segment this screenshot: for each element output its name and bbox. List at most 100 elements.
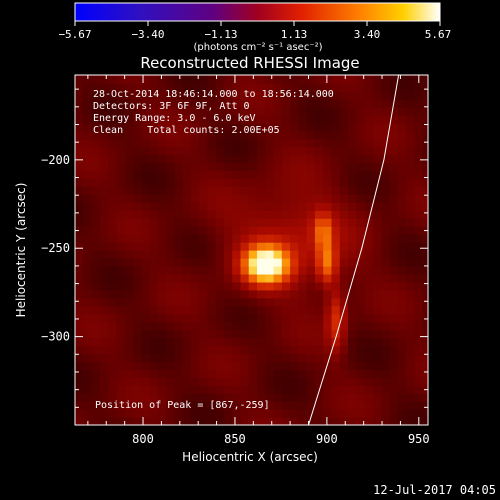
heatmap-pixel: [215, 369, 225, 378]
heatmap-pixel: [232, 90, 242, 100]
heatmap-pixel: [248, 83, 258, 92]
heatmap-pixel: [240, 417, 250, 425]
heatmap-pixel: [389, 393, 399, 402]
heatmap-pixel: [298, 417, 308, 425]
heatmap-pixel: [281, 98, 291, 108]
heatmap-pixel: [75, 345, 84, 355]
heatmap-pixel: [298, 242, 308, 251]
heatmap-pixel: [422, 114, 428, 124]
heatmap-pixel: [348, 337, 357, 347]
heatmap-pixel: [141, 130, 151, 140]
heatmap-pixel: [182, 218, 192, 227]
heatmap-pixel: [75, 305, 84, 315]
heatmap-pixel: [141, 138, 151, 148]
heatmap-pixel: [232, 210, 242, 219]
heatmap-pixel: [298, 289, 308, 299]
heatmap-pixel: [207, 250, 217, 259]
axis-ticks: [75, 75, 428, 425]
heatmap-pixel: [397, 409, 407, 418]
heatmap-pixel: [108, 98, 117, 108]
heatmap-pixel: [364, 83, 374, 92]
heatmap-pixel: [290, 178, 299, 187]
heatmap-pixel: [99, 114, 109, 124]
heatmap-pixel: [314, 321, 324, 331]
heatmap-pixel: [83, 393, 93, 402]
heatmap-pixel: [207, 305, 217, 315]
heatmap-pixel: [223, 146, 233, 156]
heatmap-pixel: [157, 273, 167, 283]
heatmap-pixel: [215, 313, 225, 323]
heatmap-pixel: [223, 329, 233, 339]
heatmap-pixel: [174, 98, 184, 108]
heatmap-pixel: [273, 138, 283, 148]
heatmap-pixel: [190, 417, 200, 425]
heatmap-pixel: [99, 273, 109, 283]
heatmap-pixel: [83, 273, 93, 283]
heatmap-pixel: [306, 98, 316, 108]
heatmap-pixel: [157, 313, 167, 323]
heatmap-pixel: [166, 106, 175, 116]
heatmap-pixel: [215, 178, 225, 187]
heatmap-pixel: [314, 297, 324, 307]
heatmap-pixel: [75, 313, 84, 323]
heatmap-pixel: [348, 106, 357, 116]
heatmap-pixel: [323, 377, 333, 386]
heatmap-pixel: [323, 345, 333, 355]
heatmap-pixel: [298, 83, 308, 92]
heatmap-pixel: [372, 305, 382, 315]
heatmap-pixel: [397, 194, 407, 203]
heatmap-pixel: [199, 361, 208, 370]
heatmap-pixel: [331, 409, 341, 418]
heatmap-pixel: [273, 345, 283, 355]
heatmap-pixel: [422, 281, 428, 291]
heatmap-pixel: [149, 210, 159, 219]
heatmap-pixel: [339, 114, 349, 124]
heatmap-pixel: [232, 226, 242, 235]
heatmap-pixel: [248, 265, 258, 275]
heatmap-pixel: [331, 361, 341, 370]
heatmap-pixel: [356, 369, 366, 378]
heatmap-pixel: [306, 75, 316, 84]
heatmap-pixel: [116, 329, 126, 339]
heatmap-pixel: [141, 273, 151, 283]
heatmap-pixel: [414, 321, 424, 331]
heatmap-pixel: [99, 329, 109, 339]
heatmap-pixel: [356, 75, 366, 84]
heatmap-pixel: [190, 194, 200, 203]
heatmap-pixel: [331, 98, 341, 108]
heatmap-pixel: [108, 321, 117, 331]
heatmap-pixel: [157, 329, 167, 339]
heatmap-pixel: [405, 90, 415, 100]
heatmap-pixel: [331, 337, 341, 347]
heatmap-pixel: [323, 122, 333, 132]
heatmap-pixel: [215, 202, 225, 211]
heatmap-pixel: [99, 186, 109, 195]
heatmap-pixel: [116, 138, 126, 148]
heatmap-pixel: [306, 265, 316, 275]
heatmap-pixel: [199, 265, 208, 275]
heatmap-pixel: [124, 242, 134, 251]
heatmap-pixel: [132, 178, 142, 187]
heatmap-pixel: [141, 393, 151, 402]
heatmap-pixel: [99, 289, 109, 299]
heatmap-pixel: [75, 178, 84, 187]
heatmap-pixel: [314, 90, 324, 100]
heatmap-pixel: [306, 258, 316, 267]
heatmap-pixel: [248, 353, 258, 362]
heatmap-pixel: [190, 281, 200, 291]
heatmap-pixel: [232, 385, 242, 394]
heatmap-pixel: [257, 162, 266, 172]
heatmap-pixel: [190, 385, 200, 394]
heatmap-pixel: [248, 297, 258, 307]
heatmap-pixel: [281, 369, 291, 378]
heatmap-pixel: [190, 162, 200, 172]
heatmap-pixel: [290, 146, 299, 156]
heatmap-pixel: [397, 90, 407, 100]
heatmap-pixel: [232, 361, 242, 370]
heatmap-pixel: [83, 146, 93, 156]
heatmap-pixel: [257, 178, 266, 187]
heatmap-pixel: [116, 337, 126, 347]
heatmap-pixel: [356, 417, 366, 425]
heatmap-pixel: [99, 313, 109, 323]
heatmap-pixel: [166, 385, 175, 394]
